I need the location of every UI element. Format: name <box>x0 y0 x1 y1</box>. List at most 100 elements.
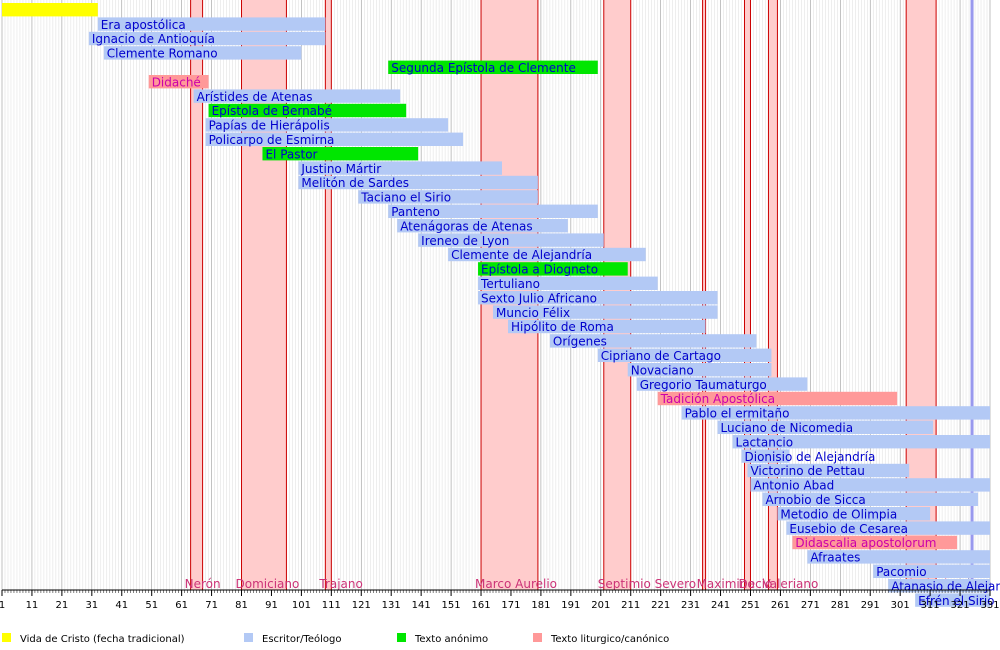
x-tick-label: 171 <box>501 600 520 611</box>
timeline-bar <box>298 161 502 175</box>
timeline-bar <box>888 579 990 593</box>
legend-label: Texto anónimo <box>414 633 488 645</box>
timeline-bar <box>208 103 407 118</box>
x-tick-label: 101 <box>292 600 311 611</box>
timeline-bar <box>448 247 646 262</box>
legend-label: Escritor/Teólogo <box>262 633 341 645</box>
timeline-bar <box>777 507 931 521</box>
bar-label: Arnobio de Sicca <box>765 493 865 507</box>
timeline-bar <box>418 233 604 247</box>
timeline-bar <box>97 17 326 31</box>
persecution-label: Nerón <box>185 577 221 591</box>
x-axis: 1 11 21 31 41 51 61 71 81 91 101 111 121 131 141 151 161… <box>0 589 1000 611</box>
persecution-band <box>906 0 937 590</box>
timeline-bar <box>103 46 302 60</box>
bar-label: Luciano de Nicomedia <box>721 421 854 435</box>
x-tick-label: 301 <box>891 600 910 611</box>
x-tick-label: 221 <box>651 600 670 611</box>
persecution-band <box>241 0 287 590</box>
legend-label: Texto liturgico/canónico <box>550 633 669 645</box>
bar-label: Melitón de Sardes <box>301 176 409 190</box>
x-tick-label: 51 <box>145 600 158 611</box>
bar-label: Taciano el Sirio <box>360 191 451 205</box>
bar-label: Didaché <box>152 75 201 89</box>
timeline-bar <box>750 478 990 492</box>
bar-label: Panteno <box>391 205 440 219</box>
timeline-bar <box>262 147 419 161</box>
x-tick-label: 31 <box>85 600 98 611</box>
timeline-bar <box>478 262 628 276</box>
persecution-label: Valeriano <box>762 577 818 591</box>
legend-label: Vida de Cristo (fecha tradicional) <box>20 634 185 645</box>
bar-label: Sexto Julio Africano <box>481 291 597 305</box>
timeline-bar <box>786 521 990 535</box>
bar-label: Antonio Abad <box>753 479 834 493</box>
timeline-bar <box>493 305 718 319</box>
persecution-band <box>768 0 778 590</box>
bar-label: Novaciano <box>631 363 694 377</box>
persecution-label: Decio <box>738 577 772 591</box>
x-tick-label: 151 <box>442 600 461 611</box>
timeline-bar <box>205 132 464 146</box>
persecution-label: Trajano <box>318 577 363 591</box>
x-tick-label: 141 <box>412 600 431 611</box>
x-tick-label: 41 <box>115 600 128 611</box>
x-tick-label: 241 <box>711 600 730 611</box>
persecution-label: Maximino <box>697 577 755 591</box>
persecution-label: Domiciano <box>236 577 300 591</box>
bar-label: Atenágoras de Atenas <box>400 219 532 233</box>
timeline-bar <box>88 31 326 46</box>
bar-label: Atanasio de Alejandría <box>891 579 1000 593</box>
bar-label: Papías de Hierápolis <box>209 119 330 133</box>
legend-swatch <box>397 633 406 642</box>
x-tick-label: 111 <box>322 600 341 611</box>
timeline-bar <box>627 363 772 377</box>
legend: Vida de Cristo (fecha tradicional) Escrit… <box>2 633 669 645</box>
bar-label: Pacomio <box>876 565 926 579</box>
bar-label: Epístola de Bernabé <box>212 104 332 118</box>
x-tick-label: 81 <box>235 600 248 611</box>
bar-label: Justino Mártir <box>300 162 381 176</box>
bar-label: Era apostólica <box>101 18 186 32</box>
persecution-bands: Nerón Domiciano Trajano Marco Aurelio Septim… <box>185 0 992 591</box>
bar-label: Tadición Apostólica <box>660 392 775 406</box>
timeline-bar <box>205 118 449 132</box>
legend-swatch <box>533 633 542 642</box>
legend-swatch <box>244 633 253 642</box>
bar-label: Metodio de Olimpia <box>780 507 897 521</box>
bar-label: Policarpo de Esmirna <box>209 133 335 147</box>
bar-label: Lactancio <box>736 435 794 449</box>
x-tick-label: 261 <box>771 600 790 611</box>
x-tick-label: 201 <box>591 600 610 611</box>
persecution-label: Marco Aurelio <box>475 577 557 591</box>
x-tick-label: 321 <box>951 600 970 611</box>
timeline-bar <box>792 535 958 550</box>
x-tick-label: 21 <box>56 600 69 611</box>
persecution-band <box>744 0 751 590</box>
bar-label: Ireneo de Lyon <box>421 234 509 248</box>
timeline-bar <box>358 190 538 204</box>
x-tick-label: 311 <box>921 600 940 611</box>
x-tick-label: 61 <box>175 600 188 611</box>
bar-label: Pablo el ermitaño <box>685 407 790 421</box>
timeline-bar <box>636 377 808 391</box>
x-tick-label: 181 <box>531 600 550 611</box>
timeline-bar <box>388 204 598 218</box>
bar-label: Arístides de Atenas <box>197 90 313 104</box>
x-tick-label: 121 <box>352 600 371 611</box>
x-tick-label: 251 <box>741 600 760 611</box>
timeline-bar <box>549 334 757 348</box>
x-tick-label: 71 <box>205 600 218 611</box>
timeline-bar <box>873 564 990 578</box>
timeline-bar <box>478 291 718 305</box>
x-tick-label: 191 <box>561 600 580 611</box>
persecution-band <box>190 0 203 590</box>
bar-label: Epístola a Diogneto <box>481 263 598 277</box>
bar-label: Victorino de Pettau <box>750 464 864 478</box>
x-tick-label: 231 <box>681 600 700 611</box>
bar-label: Segunda Epístola de Clemente <box>391 61 576 75</box>
timeline-bar <box>478 276 658 290</box>
bar-label: Clemente Romano <box>107 47 218 61</box>
x-tick-label: 131 <box>382 600 401 611</box>
